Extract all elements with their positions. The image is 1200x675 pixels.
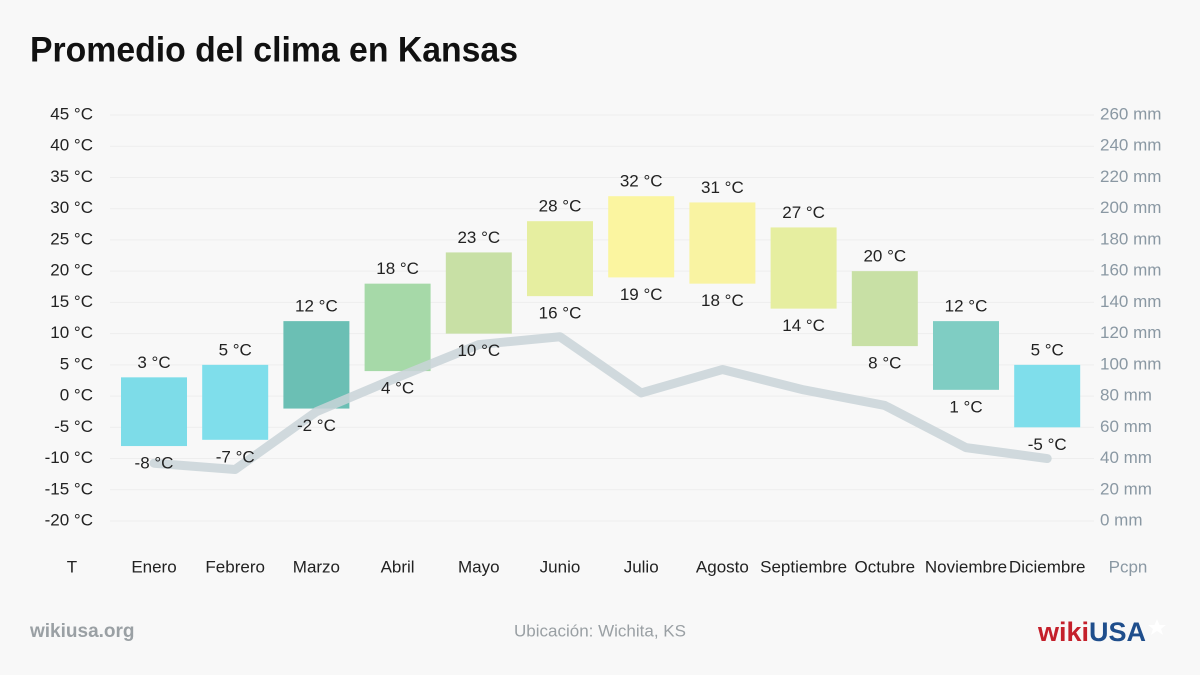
low-label: 19 °C (620, 285, 663, 304)
range-bar (1014, 364, 1081, 428)
y-tick-label: 20 °C (50, 261, 93, 280)
range-bar (851, 271, 918, 347)
range-bar (283, 321, 350, 409)
x-tick-label: Diciembre (1009, 557, 1086, 576)
x-tick-label: Septiembre (760, 557, 847, 576)
y-tick-label: 15 °C (50, 292, 93, 311)
range-bar (202, 364, 269, 440)
y-tick-label: 40 °C (50, 136, 93, 155)
chart-title: Promedio del clima en Kansas (30, 30, 518, 69)
y-tick-label: -5 °C (54, 417, 93, 436)
logo: wikiUSA (1037, 617, 1146, 647)
y-tick-label: 25 °C (50, 229, 93, 248)
x-tick-label: Noviembre (925, 557, 1007, 576)
y2-tick-label: 240 mm (1100, 136, 1161, 155)
high-label: 3 °C (137, 353, 170, 372)
y2-tick-label: 60 mm (1100, 417, 1152, 436)
low-label: 14 °C (782, 316, 825, 335)
precipitation-line (149, 332, 1052, 474)
y-tick-label: -15 °C (45, 479, 93, 498)
range-bar (608, 196, 675, 278)
high-label: 5 °C (1031, 340, 1064, 359)
high-label: 31 °C (701, 178, 744, 197)
range-bar (689, 202, 756, 284)
low-label: 18 °C (701, 291, 744, 310)
high-label: 20 °C (863, 247, 906, 266)
x-tick-label: Febrero (205, 557, 265, 576)
range-bar (121, 377, 187, 447)
y2-tick-label: 260 mm (1100, 104, 1161, 123)
y2-tick-label: 220 mm (1100, 167, 1161, 186)
x-tick-label: Mayo (458, 557, 500, 576)
low-label: 10 °C (457, 341, 500, 360)
y-tick-label: 10 °C (50, 323, 93, 342)
y2-axis-label: Pcpn (1109, 557, 1148, 576)
y2-tick-label: 140 mm (1100, 292, 1161, 311)
logo-wiki: wiki (1037, 617, 1089, 647)
low-label: 8 °C (868, 354, 901, 373)
low-label: 4 °C (381, 379, 414, 398)
y-tick-label: -10 °C (45, 448, 93, 467)
range-bar (933, 321, 999, 390)
x-tick-label: Julio (624, 557, 659, 576)
low-label: -8 °C (135, 454, 174, 473)
y-tick-label: 35 °C (50, 167, 93, 186)
x-tick-label: Enero (131, 557, 176, 576)
high-label: 28 °C (539, 197, 582, 216)
y2-tick-label: 80 mm (1100, 386, 1152, 405)
site: wikiusa.org (29, 621, 135, 642)
y-axis-label: T (67, 557, 77, 576)
y2-tick-label: 160 mm (1100, 261, 1161, 280)
high-label: 5 °C (219, 340, 252, 359)
x-tick-label: Marzo (293, 557, 340, 576)
y-tick-label: 45 °C (50, 104, 93, 123)
low-label: -5 °C (1028, 435, 1067, 454)
y-tick-label: 5 °C (60, 354, 93, 373)
x-tick-label: Junio (540, 557, 581, 576)
logo-usa: USA (1089, 617, 1146, 647)
low-label: 16 °C (539, 304, 582, 323)
x-tick-label: Abril (381, 557, 415, 576)
location: Ubicación: Wichita, KS (514, 621, 686, 640)
high-label: 27 °C (782, 203, 825, 222)
high-label: 32 °C (620, 172, 663, 191)
y2-tick-label: 40 mm (1100, 448, 1152, 467)
x-tick-label: Octubre (855, 557, 915, 576)
high-label: 23 °C (457, 228, 500, 247)
y2-tick-label: 0 mm (1100, 510, 1143, 529)
x-tick-label: Agosto (696, 557, 749, 576)
y2-tick-label: 120 mm (1100, 323, 1161, 342)
logo-star (1148, 619, 1166, 635)
high-label: 18 °C (376, 259, 419, 278)
y2-tick-label: 20 mm (1100, 479, 1152, 498)
y-tick-label: 0 °C (60, 386, 93, 405)
range-bar (445, 252, 512, 334)
range-bar (770, 227, 837, 309)
high-label: 12 °C (295, 297, 338, 316)
high-label: 12 °C (945, 297, 988, 316)
range-bar (364, 283, 431, 372)
low-label: 1 °C (949, 397, 982, 416)
y-tick-label: 30 °C (50, 198, 93, 217)
y2-tick-label: 200 mm (1100, 198, 1161, 217)
range-bar (527, 221, 593, 297)
low-label: -7 °C (216, 447, 255, 466)
low-label: -2 °C (297, 416, 336, 435)
y2-tick-label: 180 mm (1100, 229, 1161, 248)
y2-tick-label: 100 mm (1100, 354, 1161, 373)
y-tick-label: -20 °C (45, 510, 93, 529)
